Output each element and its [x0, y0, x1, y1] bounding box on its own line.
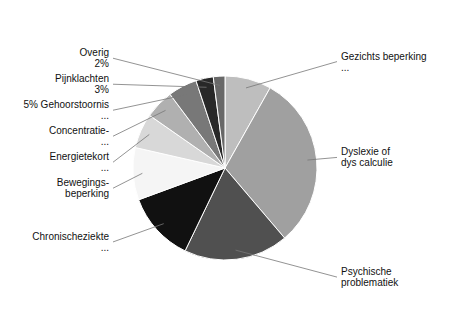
slice-label: Energietekort...: [50, 151, 110, 173]
slice-label-line: ...: [101, 110, 109, 121]
slice-label-line: 2%: [95, 58, 110, 69]
leader-line: [246, 62, 337, 88]
slice-label-line: 3%: [95, 84, 110, 95]
chart: Gezichts beperking... Dyslexie ofdys calc…: [0, 0, 451, 327]
slice-label-line: Gezichts beperking: [341, 51, 427, 62]
slice-label-line: Overig: [80, 47, 109, 58]
slice-label-line: Concentratie-: [49, 125, 109, 136]
slice-label-line: Chronischeziekte: [32, 231, 109, 242]
slice-label: Psychischeproblematiek: [341, 266, 399, 288]
slice-label: Concentratie-...: [49, 125, 109, 147]
slice-label: 5% Gehoorstoornis...: [23, 99, 109, 121]
pie: Gezichts beperking... Dyslexie ofdys calc…: [23, 47, 426, 288]
pie-slice: [196, 77, 225, 168]
slice-label-line: Energietekort: [50, 151, 110, 162]
leader-line: [236, 250, 337, 277]
slice-label-line: Bewegings-: [57, 177, 109, 188]
slice-label: Gezichts beperking...: [341, 51, 427, 73]
leader-line: [113, 173, 142, 188]
leader-line: [113, 84, 207, 87]
leader-line: [307, 157, 337, 160]
slice-label-line: beperking: [65, 188, 109, 199]
slice-label-line: Pijnklachten: [55, 73, 109, 84]
slice-label-line: dys calculie: [341, 157, 393, 168]
slice-label-line: 5% Gehoorstoornis: [23, 99, 109, 110]
slice-label: Dyslexie ofdys calculie: [341, 146, 393, 168]
leader-line: [113, 224, 164, 242]
slice-label-line: ...: [101, 162, 109, 173]
slice-label-line: ...: [101, 136, 109, 147]
slice-label-line: ...: [101, 242, 109, 253]
slice-label-line: Dyslexie of: [341, 146, 390, 157]
labels: Gezichts beperking... Dyslexie ofdys calc…: [23, 47, 426, 288]
pie-slice: [213, 76, 225, 168]
slice-label: Pijnklachten3%: [55, 73, 109, 95]
slice-label: Bewegings-beperking: [57, 177, 109, 199]
leader-line: [113, 95, 187, 111]
slice-label: Overig2%: [80, 47, 110, 69]
slices: [133, 76, 317, 260]
leader-line: [113, 110, 166, 136]
slice-label-line: problematiek: [341, 277, 399, 288]
leader-line: [113, 134, 149, 162]
leader-line: [113, 58, 220, 85]
slice-label: Chronischeziekte...: [32, 231, 109, 253]
slice-label-line: ...: [341, 62, 349, 73]
slice-label-line: Psychische: [341, 266, 392, 277]
